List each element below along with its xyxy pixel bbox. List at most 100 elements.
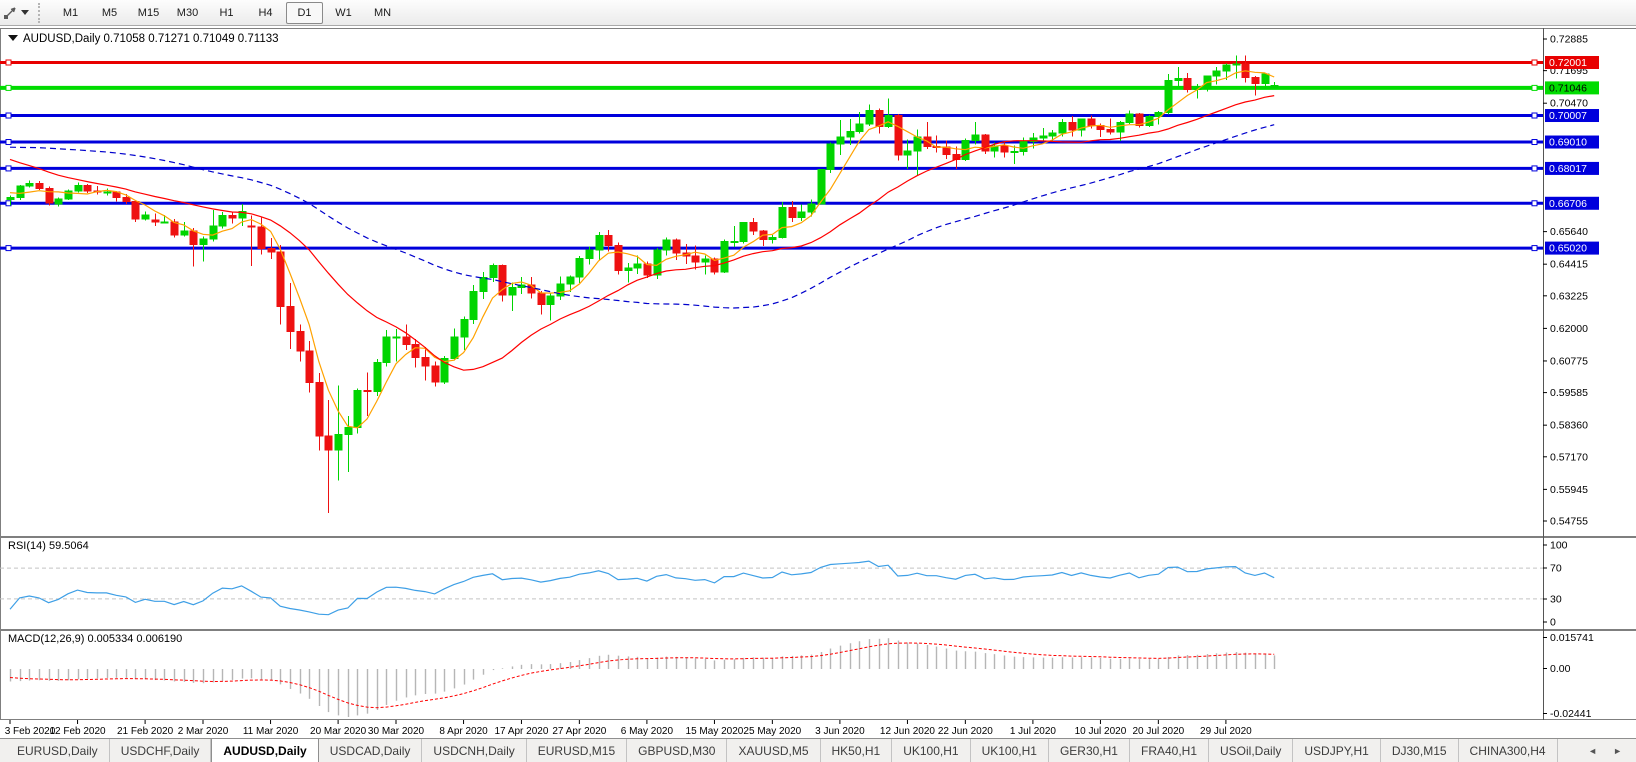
candle-body — [971, 134, 980, 142]
timeframe-button-M15[interactable]: M15 — [137, 6, 160, 19]
candle-body — [363, 390, 372, 393]
date-tick-label: 27 Apr 2020 — [552, 726, 606, 737]
chart-tab-DJ30-M15[interactable]: DJ30,M15 — [1381, 739, 1459, 762]
macd-signal-line — [9, 642, 1275, 709]
price-tick-label: 0.54755 — [1550, 516, 1588, 528]
candle-body — [1125, 113, 1134, 123]
timeframe-button-M1[interactable]: M1 — [62, 6, 79, 19]
candle-body — [6, 197, 15, 200]
chart-tab-FRA40-H1[interactable]: FRA40,H1 — [1130, 739, 1210, 762]
chart-tab-AUDUSD-Daily[interactable]: AUDUSD,Daily — [211, 739, 319, 762]
hline-right-handle[interactable] — [1531, 59, 1538, 66]
chart-tab-USDCNH-Daily[interactable]: USDCNH,Daily — [422, 739, 527, 762]
candle-body — [286, 305, 295, 333]
price-badge-0.66706: 0.66706 — [1545, 196, 1599, 210]
symbol-dropdown-icon[interactable] — [8, 35, 18, 41]
rsi-panel-separator[interactable] — [0, 536, 1636, 538]
timeframe-button-D1[interactable]: D1 — [286, 1, 323, 24]
toolbar-grip[interactable] — [38, 2, 46, 23]
price-tick-label: 0.62000 — [1550, 323, 1588, 335]
candle-body — [344, 427, 353, 436]
candle-body — [228, 215, 237, 219]
chart-tab-UK100-H1[interactable]: UK100,H1 — [892, 739, 971, 762]
date-tick-label: 29 Jul 2020 — [1200, 726, 1252, 737]
candle-body — [768, 236, 777, 241]
candle-body — [421, 356, 430, 367]
hline-0.71046[interactable] — [0, 84, 1543, 91]
hline-right-handle[interactable] — [1531, 165, 1538, 172]
chart-canvas[interactable]: AUDUSD,Daily 0.71058 0.71271 0.71049 0.7… — [0, 26, 1636, 738]
crosshair-tool-icon — [4, 7, 16, 19]
hline-left-handle[interactable] — [5, 165, 12, 172]
hline-0.66706[interactable] — [0, 200, 1543, 207]
chart-tab-EURUSD-Daily[interactable]: EURUSD,Daily — [6, 739, 110, 762]
candle-body — [1270, 85, 1279, 89]
hline-0.65020[interactable] — [0, 245, 1543, 252]
tab-scroll-left-icon[interactable]: ◄ — [1588, 745, 1598, 756]
chart-tab-GER30-H1[interactable]: GER30,H1 — [1049, 739, 1130, 762]
crosshair-tool-button[interactable] — [1, 1, 34, 25]
candle-body — [846, 131, 855, 138]
candle-body — [276, 251, 285, 307]
candle-body — [64, 190, 73, 200]
candle-body — [614, 244, 623, 272]
chart-tab-HK50-H1[interactable]: HK50,H1 — [821, 739, 893, 762]
tool-dropdown-caret-icon[interactable] — [21, 10, 29, 15]
hline-left-handle[interactable] — [5, 139, 12, 146]
hline-left-handle[interactable] — [5, 59, 12, 66]
date-tick-label: 17 Apr 2020 — [494, 726, 548, 737]
chart-tab-CHINA300-H4[interactable]: CHINA300,H4 — [1459, 739, 1558, 762]
timeframe-button-MN[interactable]: MN — [373, 6, 392, 19]
chart-window: AUDUSD,Daily 0.71058 0.71271 0.71049 0.7… — [0, 26, 1636, 738]
timeframe-button-M5[interactable]: M5 — [101, 6, 118, 19]
candle-body — [131, 201, 140, 220]
chart-tab-UK100-H1[interactable]: UK100,H1 — [971, 739, 1049, 762]
timeframe-button-M30[interactable]: M30 — [176, 6, 199, 19]
tab-scroll-right-icon[interactable]: ► — [1613, 745, 1622, 756]
price-badge-label: 0.66706 — [1549, 198, 1587, 210]
candle-body — [807, 203, 816, 213]
chart-tab-XAUUSD-M5[interactable]: XAUUSD,M5 — [727, 739, 821, 762]
price-badge-bg — [1545, 109, 1599, 123]
chart-tab-EURUSD-M15[interactable]: EURUSD,M15 — [527, 739, 628, 762]
hline-left-handle[interactable] — [5, 84, 12, 91]
chart-tab-USOil-Daily[interactable]: USOil,Daily — [1209, 739, 1294, 762]
price-badge-label: 0.71046 — [1549, 82, 1587, 94]
ma-fast-line — [9, 70, 1275, 429]
candle-body — [1029, 137, 1038, 142]
hline-right-handle[interactable] — [1531, 245, 1538, 252]
candle-body — [353, 390, 362, 429]
hline-right-handle[interactable] — [1531, 84, 1538, 91]
candle-body — [189, 230, 198, 246]
chart-tab-GBPUSD-M30[interactable]: GBPUSD,M30 — [627, 739, 728, 762]
candle-body — [1251, 77, 1260, 85]
price-tick-label: 0.65640 — [1550, 226, 1588, 238]
candle-body — [1106, 129, 1115, 133]
macd-panel-separator[interactable] — [0, 629, 1636, 631]
hline-0.69010[interactable] — [0, 139, 1543, 146]
date-tick-label: 12 Jun 2020 — [880, 726, 935, 737]
hline-0.72001[interactable] — [0, 59, 1543, 66]
hline-left-handle[interactable] — [5, 245, 12, 252]
hline-right-handle[interactable] — [1531, 200, 1538, 207]
hline-0.70007[interactable] — [0, 112, 1543, 119]
hline-right-handle[interactable] — [1531, 139, 1538, 146]
chart-tab-USDCHF-Daily[interactable]: USDCHF,Daily — [110, 739, 212, 762]
hline-0.68017[interactable] — [0, 165, 1543, 172]
rsi-scale-label: 30 — [1550, 594, 1562, 606]
price-badge-0.72001: 0.72001 — [1545, 56, 1599, 69]
timeframe-button-W1[interactable]: W1 — [335, 6, 352, 19]
timeframe-button-H1[interactable]: H1 — [219, 6, 234, 19]
hline-left-handle[interactable] — [5, 112, 12, 119]
date-tick-label: 3 Jun 2020 — [815, 726, 865, 737]
candle-body — [1174, 77, 1183, 82]
timeframe-button-H4[interactable]: H4 — [258, 6, 273, 19]
candle-body — [701, 258, 710, 263]
hline-right-handle[interactable] — [1531, 112, 1538, 119]
chart-tab-USDJPY-H1[interactable]: USDJPY,H1 — [1293, 739, 1381, 762]
candle-body — [662, 239, 671, 251]
candle-body — [1135, 113, 1144, 127]
chart-tab-USDCAD-Daily[interactable]: USDCAD,Daily — [319, 739, 423, 762]
date-tick-label: 3 Feb 2020 — [5, 726, 56, 737]
